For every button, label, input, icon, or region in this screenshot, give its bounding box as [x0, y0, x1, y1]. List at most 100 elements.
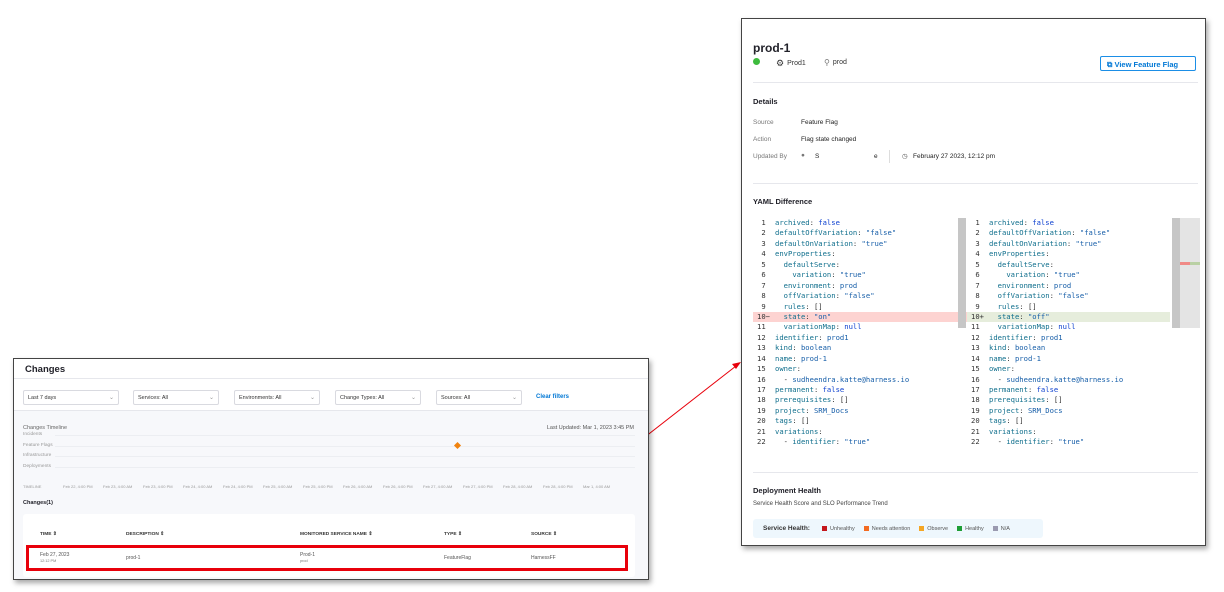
services-select[interactable]: Services: All ⌄ — [133, 390, 219, 405]
gear-icon: ⚙ — [776, 58, 785, 68]
select-value: Environments: All — [239, 395, 282, 401]
legend-swatch — [957, 525, 963, 531]
user-icon: ● — [801, 152, 805, 159]
environment-icon: ⚲ — [824, 58, 830, 67]
column-header-source[interactable]: SOURCE ⇕ — [531, 532, 557, 537]
row-description: prod-1 — [126, 555, 141, 561]
lane-incidents: Incidents — [23, 432, 635, 437]
yaml-line: 2 defaultOffVariation: "false" — [975, 228, 1111, 238]
clear-filters-link[interactable]: Clear filters — [536, 394, 570, 400]
yaml-line: 15 owner: — [971, 364, 1015, 374]
yaml-line: 6 variation: "true" — [975, 270, 1080, 280]
yaml-line: 17 permanent: false — [757, 385, 845, 394]
yaml-line: 21 variations: — [971, 426, 1037, 436]
clock-icon: ◷ — [902, 153, 908, 160]
source-label: Source — [753, 119, 774, 126]
lane-deployments: Deployments — [23, 464, 635, 469]
changes-table: TIME ⇕ DESCRIPTION ⇕ MONITORED SERVICE N… — [23, 514, 635, 577]
detail-title: prod-1 — [753, 41, 791, 55]
updated-by-value-end: e — [874, 153, 878, 160]
yaml-line: 19 project: SRM_Docs — [757, 405, 849, 415]
updated-by-value: S — [815, 153, 820, 160]
timeline-tick: Feb 23, 4:00 PM — [143, 484, 173, 489]
sources-select[interactable]: Sources: All ⌄ — [436, 390, 522, 405]
yaml-changed-line: 10+ state: "off" — [967, 311, 1170, 323]
scrollbar[interactable] — [1172, 218, 1180, 328]
row-service-env: prod — [300, 559, 308, 563]
timeline-tick: Feb 24, 4:00 AM — [183, 484, 213, 489]
yaml-line: 1 archived: false — [761, 218, 840, 227]
lane-feature-flags: Feature Flags — [23, 443, 635, 448]
environments-select[interactable]: Environments: All ⌄ — [234, 390, 320, 405]
external-link-icon: ⧉ — [1107, 60, 1113, 69]
yaml-line: 15 owner: — [757, 364, 801, 374]
details-heading: Details — [753, 97, 778, 106]
column-header-time[interactable]: TIME ⇕ — [40, 532, 57, 537]
legend-swatch — [992, 525, 998, 531]
environment-meta: ⚲ prod — [824, 58, 847, 67]
yaml-before: 1 archived: false 2 defaultOffVariation: … — [753, 218, 967, 470]
yaml-line: 4 envProperties: — [761, 249, 836, 259]
row-service: Prod-1 — [300, 552, 316, 558]
column-header-type[interactable]: TYPE ⇕ — [444, 532, 462, 537]
chevron-down-icon: ⌄ — [511, 395, 517, 401]
row-time: 12:12 PM — [40, 559, 57, 563]
source-value: Feature Flag — [801, 119, 838, 126]
change-types-select[interactable]: Change Types: All ⌄ — [335, 390, 421, 405]
yaml-line: 18 prerequisites: [] — [971, 395, 1063, 405]
updated-by-label: Updated By — [753, 153, 787, 160]
legend-item: Needs attention — [863, 526, 910, 532]
yaml-line: 19 project: SRM_Docs — [971, 405, 1063, 415]
timeline-tick: Feb 23, 4:00 AM — [103, 484, 133, 489]
timeline-title: Changes Timeline — [23, 425, 68, 431]
yaml-heading: YAML Difference — [753, 197, 813, 206]
row-type: FeatureFlag — [444, 555, 471, 561]
changes-panel: Changes Last 7 days ⌄ Services: All ⌄ Envi… — [13, 358, 649, 580]
yaml-line: 6 variation: "true" — [761, 270, 866, 280]
yaml-line: 17 permanent: false — [971, 385, 1059, 394]
service-meta: ⚙ Prod1 — [776, 58, 806, 68]
yaml-line: 21 variations: — [757, 426, 823, 436]
yaml-line: 22 - identifier: "true" — [971, 437, 1085, 447]
yaml-line: 9 rules: [] — [975, 301, 1037, 311]
select-value: Sources: All — [441, 395, 471, 401]
chevron-down-icon: ⌄ — [309, 395, 315, 401]
column-header-description[interactable]: DESCRIPTION ⇕ — [126, 532, 165, 537]
yaml-line: 12 identifier: prod1 — [971, 332, 1063, 342]
view-feature-flag-button[interactable]: ⧉ View Feature Flag — [1100, 56, 1196, 71]
yaml-line: 4 envProperties: — [975, 249, 1050, 259]
changes-count: Changes(1) — [23, 500, 53, 506]
chevron-down-icon: ⌄ — [410, 395, 416, 401]
action-value: Flag state changed — [801, 136, 857, 143]
yaml-line: 14 name: prod-1 — [757, 353, 827, 363]
yaml-line: 22 - identifier: "true" — [757, 437, 871, 447]
timeline-tick: Feb 27, 4:00 PM — [463, 484, 493, 489]
status-icon — [753, 58, 760, 65]
highlight-box — [26, 545, 628, 571]
legend-title: Service Health: — [763, 525, 810, 532]
yaml-line: 18 prerequisites: [] — [757, 395, 849, 405]
yaml-line: 7 environment: prod — [761, 280, 858, 290]
yaml-line: 8 offVariation: "false" — [761, 291, 875, 301]
timeline-tick: Feb 25, 4:00 AM — [263, 484, 293, 489]
lane-infrastructure: Infrastructure — [23, 453, 635, 458]
legend-swatch — [821, 525, 827, 531]
service-health-legend: Service Health: Unhealthy Needs attention O… — [753, 519, 1043, 538]
select-value: Services: All — [138, 395, 168, 401]
yaml-line: 11 variationMap: null — [757, 322, 862, 332]
yaml-line: 3 defaultOnVariation: "true" — [761, 238, 888, 248]
select-value: Change Types: All — [340, 395, 385, 401]
legend-item: N/A — [992, 525, 1010, 532]
yaml-line: 13 kind: boolean — [757, 343, 832, 353]
row-date: Feb 27, 2023 — [40, 552, 70, 558]
legend-item: Unhealthy — [821, 525, 855, 532]
time-range-select[interactable]: Last 7 days ⌄ — [23, 390, 119, 405]
column-header-service[interactable]: MONITORED SERVICE NAME ⇕ — [300, 532, 373, 537]
yaml-line: 16 - sudheendra.katte@harness.io — [971, 374, 1124, 384]
row-source: HarnessFF — [531, 555, 556, 561]
yaml-line: 1 archived: false — [975, 218, 1054, 227]
scrollbar[interactable] — [958, 218, 966, 328]
yaml-line: 11 variationMap: null — [971, 322, 1076, 332]
yaml-line: 3 defaultOnVariation: "true" — [975, 238, 1102, 248]
yaml-line: 5 defaultServe: — [761, 259, 840, 269]
